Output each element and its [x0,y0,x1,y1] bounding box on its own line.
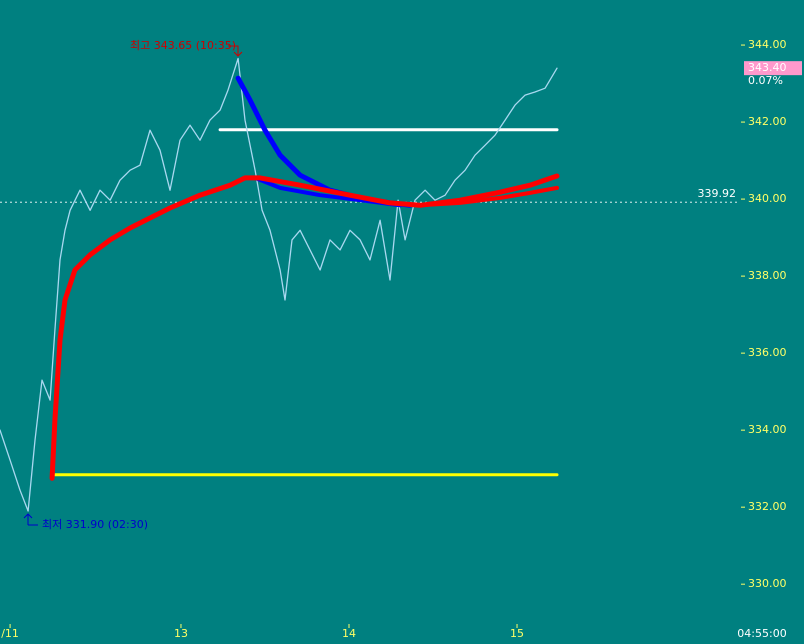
y-tick-label: 332.00 [748,500,787,513]
y-tick-label: 344.00 [748,38,787,51]
time-label: 04:55:00 [737,627,786,640]
low-annotation: 최저 331.90 (02:30) [42,518,148,531]
reference-label: 339.92 [698,187,737,200]
x-tick-label: 13 [174,627,188,640]
x-tick-label: 15 [510,627,524,640]
high-annotation: 최고 343.65 (10:35) [130,39,236,52]
series-line [418,185,559,208]
y-tick-label: 336.00 [748,346,787,359]
low-marker [23,513,38,526]
y-tick-label: 340.00 [748,192,787,205]
y-tick-label: 334.00 [748,423,787,436]
y-tick-label: 342.00 [748,115,787,128]
y-tick-label: 338.00 [748,269,787,282]
series-line [0,57,558,512]
last-price-label: 343.40 [748,61,787,74]
x-tick-label: 14 [342,627,356,640]
high-marker [228,45,243,57]
x-tick-label: /11 [1,627,19,640]
y-tick-label: 330.00 [748,577,787,590]
last-price-box [744,61,802,76]
change-label: 0.07% [748,74,783,87]
